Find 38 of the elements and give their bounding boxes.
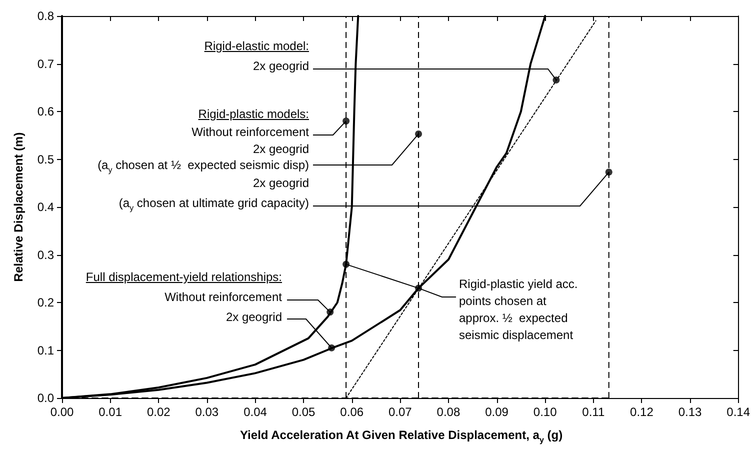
annotation: 2x geogrid xyxy=(252,175,310,192)
annotation: Without reinforcement xyxy=(190,124,310,141)
y-tick-label: 0.6 xyxy=(37,104,54,118)
x-axis-title: Yield Acceleration At Given Relative Displacement, a$_{y}$ (g) xyxy=(240,428,563,444)
x-tick-label: 0.00 xyxy=(50,405,74,419)
x-tick-label: 0.03 xyxy=(195,405,219,419)
y-tick-label: 0.2 xyxy=(37,296,54,310)
x-tick-label: 0.06 xyxy=(340,405,364,419)
annotation: 2x geogrid xyxy=(224,309,283,326)
annotation: Without reinforcement xyxy=(164,289,283,306)
annotation: Rigid-plastic models: xyxy=(197,106,310,123)
annotation: (a$_{y}$ chosen at ½ expected seismic disp) xyxy=(98,158,309,174)
annotation: Rigid-plastic yield acc. points chosen at approx. ½ expected seismic displacement xyxy=(458,276,579,344)
annotation: Full displacement-yield relationships: xyxy=(84,269,283,286)
x-tick-label: 0.13 xyxy=(678,405,702,419)
y-tick-label: 0.0 xyxy=(37,391,54,405)
x-tick-label: 0.04 xyxy=(244,405,268,419)
x-tick-label: 0.11 xyxy=(582,405,605,419)
y-tick-label: 0.7 xyxy=(37,56,54,71)
y-tick-label: 0.1 xyxy=(37,343,54,358)
x-tick-label: 0.14 xyxy=(726,405,750,419)
x-tick-label: 0.12 xyxy=(630,405,654,419)
x-tick-label: 0.10 xyxy=(533,405,558,419)
annotation: 2x geogrid xyxy=(252,141,310,158)
x-tick-label: 0.07 xyxy=(388,405,412,419)
x-tick-label: 0.09 xyxy=(485,405,509,419)
annotation: Rigid-elastic model: xyxy=(203,38,310,55)
annotation: 2x geogrid xyxy=(252,58,310,75)
x-tick-label: 0.05 xyxy=(292,405,316,419)
y-tick-label: 0.5 xyxy=(37,152,54,166)
x-tick-label: 0.01 xyxy=(98,405,122,419)
y-tick-label: 0.3 xyxy=(37,248,54,262)
annotation: (a$_{y}$ chosen at ultimate grid capacity) xyxy=(118,195,310,216)
x-tick-label: 0.02 xyxy=(146,405,171,419)
y-tick-label: 0.8 xyxy=(37,9,54,23)
y-axis-title: Relative Displacement (m) xyxy=(11,132,26,282)
y-tick-label: 0.4 xyxy=(37,200,54,214)
x-tick-label: 0.08 xyxy=(436,405,460,419)
